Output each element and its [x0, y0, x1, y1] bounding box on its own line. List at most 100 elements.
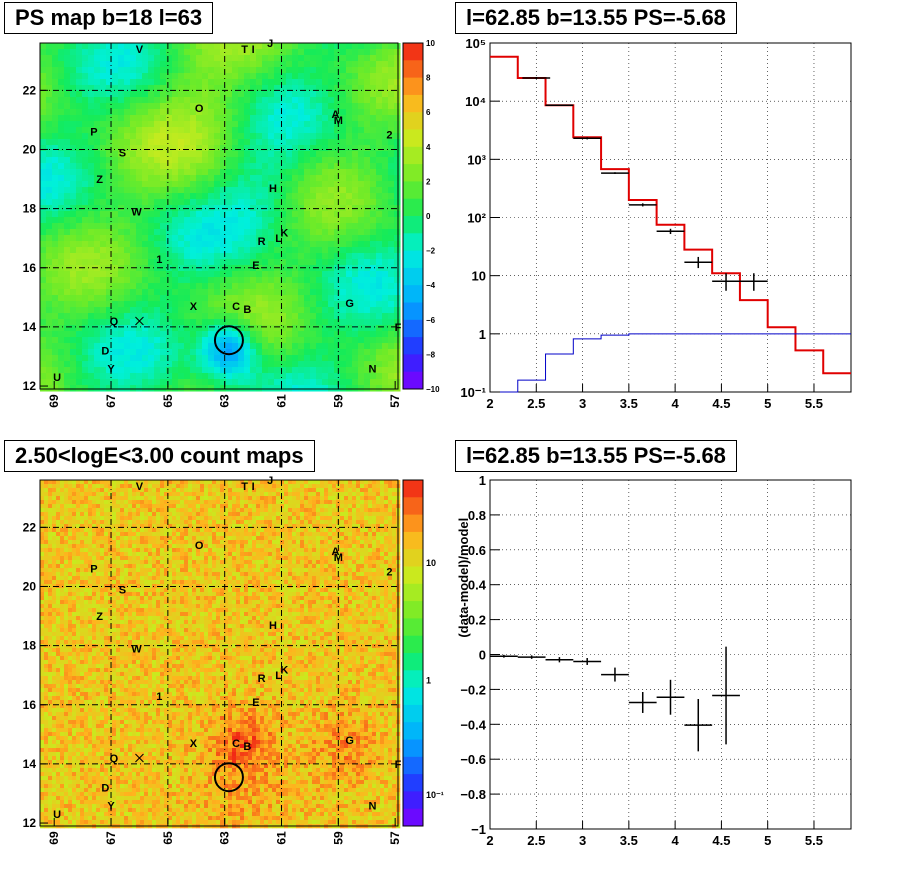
colorbar-segment	[403, 60, 423, 79]
x-tick-label: 3.5	[620, 833, 638, 848]
source-label-Y: Y	[107, 363, 115, 375]
spectrum-panel: 2 2.5 3 3.5 4 4.5 5 5.5 10⁻¹ 1 10 10² 10³ 10⁴ 10⁵	[460, 36, 852, 411]
x-tick-label: 69	[47, 831, 61, 845]
heatmap-cells	[40, 43, 401, 392]
x-tick-label: 57	[388, 831, 402, 845]
y-tick-label: 10²	[467, 211, 486, 226]
colorbar-segment	[403, 285, 423, 303]
source-label-P: P	[90, 564, 97, 576]
count-map-title: 2.50<logE<3.00 count maps	[4, 440, 315, 472]
colorbar-segment	[403, 371, 423, 390]
x-tick-label: 63	[218, 394, 232, 408]
colorbar-segment	[403, 774, 423, 792]
colorbar-segment	[403, 319, 423, 338]
colorbar-tick-label: 0	[426, 212, 431, 221]
colorbar-segment	[403, 497, 423, 516]
colorbar-tick-label: −6	[426, 316, 436, 325]
colorbar-segment	[403, 549, 423, 567]
source-label-O: O	[195, 540, 204, 552]
x-tick-label: 4.5	[712, 833, 730, 848]
colorbar-segment	[403, 164, 423, 182]
source-label-H: H	[269, 183, 277, 195]
source-label-D: D	[101, 346, 109, 358]
source-label-E: E	[252, 697, 259, 709]
colorbar-tick-label: 8	[426, 74, 431, 83]
x-tick-label: 5.5	[805, 833, 823, 848]
x-tick-label: 4	[672, 396, 680, 411]
source-label-D: D	[101, 783, 109, 795]
x-tick-label: 3	[579, 833, 586, 848]
source-label-I: I	[252, 44, 255, 56]
x-tick-label: 2.5	[527, 833, 545, 848]
source-label-C: C	[232, 738, 240, 750]
colorbar-tick-label: 1	[426, 676, 431, 686]
residual-grid	[490, 480, 851, 829]
colorbar-frame	[402, 479, 424, 827]
y-tick-label: 16	[23, 698, 37, 712]
colorbar-tick-label: 4	[426, 143, 431, 152]
coordinate-grid	[40, 43, 398, 389]
source-label-S: S	[119, 584, 126, 596]
y-tick-label: 1	[479, 473, 486, 488]
source-label-R: R	[258, 673, 266, 685]
source-label-N: N	[368, 363, 376, 375]
colorbar-frame	[402, 42, 424, 390]
spectrum-title: l=62.85 b=13.55 PS=-5.68	[455, 2, 737, 34]
cross-marker	[135, 316, 144, 326]
x-tick-label: 59	[331, 394, 345, 408]
source-label-K: K	[280, 227, 288, 239]
colorbar-tick-label: 10	[426, 39, 435, 48]
y-tick-label: 10³	[467, 152, 486, 167]
colorbar-segment	[403, 77, 423, 96]
x-tick-label: 67	[104, 394, 118, 408]
x-tick-label: 3.5	[620, 396, 638, 411]
colorbar-segment	[403, 354, 423, 373]
source-label-B: B	[243, 304, 251, 316]
colorbar-segment	[403, 531, 423, 550]
colorbar-segment	[403, 808, 423, 827]
source-label-F: F	[395, 322, 402, 334]
source-label-2: 2	[386, 567, 392, 579]
source-label-P: P	[90, 127, 97, 139]
colorbar-segment	[403, 670, 423, 689]
x-tick-label: 61	[275, 394, 289, 408]
colorbar-segment	[403, 198, 423, 217]
colorbar-tick-label: −10	[426, 385, 440, 394]
source-label-L: L	[275, 670, 282, 682]
colorbar-segment	[403, 635, 423, 654]
source-label-J: J	[267, 475, 273, 487]
y-axis-label: (data-model)/model	[456, 518, 471, 638]
source-label-H: H	[269, 620, 277, 632]
source-label-Q: Q	[110, 753, 119, 765]
source-label-1: 1	[156, 254, 162, 266]
colorbar-segment	[403, 739, 423, 758]
y-tick-label: 12	[23, 816, 37, 830]
colorbar-tick-label: −4	[426, 281, 436, 290]
plot-frame	[39, 42, 399, 390]
y-tick-label: 16	[23, 261, 37, 275]
x-tick-label: 61	[275, 831, 289, 845]
colorbar-segment	[403, 94, 423, 113]
y-tick-label: 0	[479, 648, 486, 663]
colorbar-segment	[403, 43, 423, 61]
y-tick-label: 20	[23, 142, 37, 156]
x-tick-label: 67	[104, 831, 118, 845]
colorbar-segment	[403, 250, 423, 269]
source-label-M: M	[334, 115, 343, 127]
colorbar-segment	[403, 302, 423, 321]
x-tick-label: 65	[161, 831, 175, 845]
y-tick-label: 10⁵	[465, 36, 486, 51]
source-label-G: G	[345, 298, 354, 310]
source-label-I: I	[252, 481, 255, 493]
y-tick-label: −1	[471, 822, 486, 837]
residual-title: l=62.85 b=13.55 PS=-5.68	[455, 440, 737, 472]
y-tick-label: 20	[23, 579, 37, 593]
colorbar-segment	[403, 566, 423, 585]
source-label-T: T	[241, 44, 248, 56]
colorbar-segment	[403, 704, 423, 723]
source-label-A: A	[332, 109, 340, 121]
source-label-X: X	[190, 738, 198, 750]
y-tick-label: 18	[23, 639, 37, 653]
colorbar-segment	[403, 267, 423, 286]
